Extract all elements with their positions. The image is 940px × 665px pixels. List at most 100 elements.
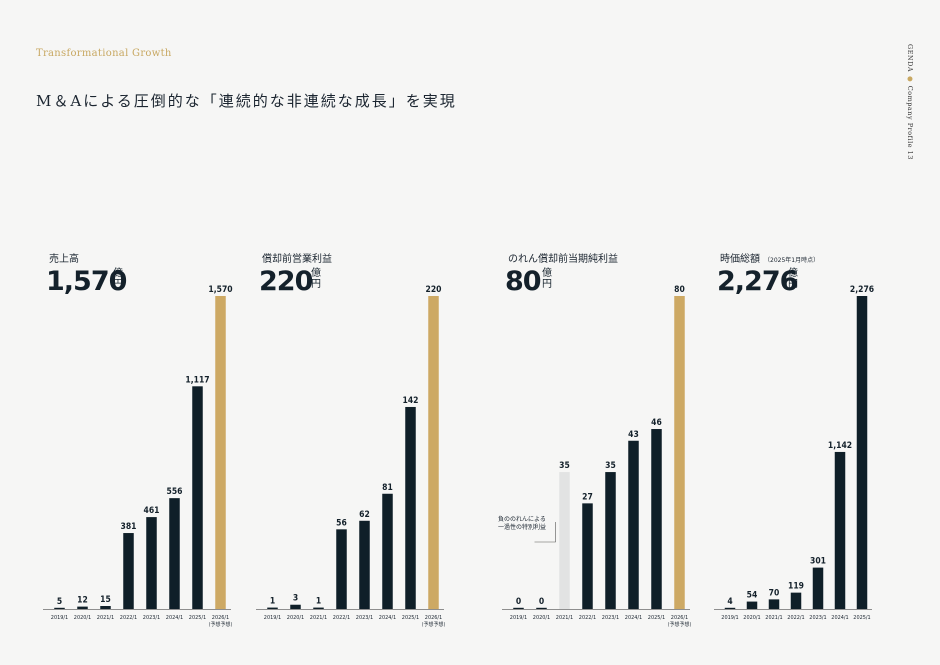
tick-label-2020/1: 2020/1 <box>533 615 550 621</box>
ebitda-panel: 償却前営業利益 220 億 円 1 2019/1 3 2020/1 1 2021/1 56 2… <box>256 246 447 636</box>
data-label-2025/1: 142 <box>403 396 419 406</box>
page-headline: M＆Aによる圧倒的な「連続的な非連続な成長」を実現 <box>36 92 457 110</box>
market-cap-bar-chart: 4 2019/1 54 2020/1 70 2021/1 119 2022/1 301 2023/… <box>714 285 874 621</box>
data-label-2025/1: 46 <box>651 418 662 428</box>
bar-2020/1 <box>290 604 301 609</box>
bar-2020/1 <box>746 601 758 609</box>
bar-2021/1 <box>100 606 111 609</box>
metric-unit: 億 円 <box>542 268 552 290</box>
data-label-2020/1: 12 <box>77 596 88 606</box>
bar-2019/1 <box>267 607 278 609</box>
data-label-2021/1: 1 <box>316 597 321 607</box>
page-number: 13 <box>906 150 914 160</box>
bar-2022/1 <box>790 592 802 609</box>
bar-2020/1 <box>77 606 88 609</box>
bar-2023/1 <box>146 517 157 609</box>
data-label-2024/1: 556 <box>167 487 183 497</box>
tick-label-2022/1: 2022/1 <box>333 615 350 621</box>
data-label-2020/1: 54 <box>747 591 758 601</box>
tick-label-2023/1: 2023/1 <box>602 615 619 621</box>
bar-2026/1 <box>215 296 226 609</box>
metric-big-value: 80 <box>505 266 542 297</box>
bar-2019/1 <box>724 607 736 609</box>
bar-2023/1 <box>359 520 370 609</box>
bar-2025/1 <box>856 296 868 609</box>
data-label-2023/1: 461 <box>144 506 160 516</box>
data-label-2023/1: 301 <box>810 557 826 567</box>
annotation-line-2: 一過性の特別利益 <box>498 524 547 531</box>
tick-label-2026/1: 2026/1 <box>425 615 442 621</box>
tick-label-2023/1: 2023/1 <box>143 615 160 621</box>
bar-2024/1 <box>169 498 180 609</box>
metric-big-value: 2,276 <box>717 266 798 297</box>
market-cap-panel: 時価総額 （2025年1月時点） 2,276 億 円 4 2019/1 54 2020/… <box>714 246 895 636</box>
tick-label-2021/1: 2021/1 <box>310 615 327 621</box>
tick-label-2025/1: 2025/1 <box>402 615 419 621</box>
tick-note-2026/1: (予想予想) <box>422 621 446 628</box>
unit-en: 円 <box>788 279 798 290</box>
ebitda-bar-chart: 1 2019/1 3 2020/1 1 2021/1 56 2022/1 62 2023/1 81 2… <box>256 285 446 628</box>
data-label-2022/1: 56 <box>336 518 347 528</box>
tick-label-2024/1: 2024/1 <box>625 615 642 621</box>
data-label-2019/1: 4 <box>727 597 732 607</box>
bar-2023/1 <box>605 472 616 609</box>
metric-title: 売上高 <box>49 254 79 265</box>
tick-label-2020/1: 2020/1 <box>74 615 91 621</box>
metric-title: 償却前営業利益 <box>262 254 332 265</box>
bar-2022/1 <box>336 529 347 609</box>
side-page-label: GENDA ● Company Profile 13 <box>906 44 914 160</box>
bar-2020/1 <box>536 607 547 609</box>
section-subtitle: Transformational Growth <box>36 48 172 59</box>
bar-2025/1 <box>192 386 203 609</box>
metric-title-row: 時価総額 （2025年1月時点） <box>720 250 819 265</box>
data-label-2026/1: 220 <box>426 285 442 295</box>
bar-2025/1 <box>651 429 662 609</box>
data-label-2024/1: 43 <box>628 430 639 440</box>
tick-label-2025/1: 2025/1 <box>853 615 870 621</box>
unit-en: 円 <box>113 279 123 290</box>
brand-name: GENDA <box>906 44 914 73</box>
bar-2024/1 <box>628 440 639 609</box>
data-label-2020/1: 3 <box>293 594 298 604</box>
metric-big-value: 220 <box>259 266 313 297</box>
tick-label-2020/1: 2020/1 <box>287 615 304 621</box>
data-label-2026/1: 1,570 <box>208 285 232 295</box>
tick-note-2026/1: (予想予想) <box>209 621 233 628</box>
metric-unit: 億 円 <box>311 268 321 290</box>
unit-oku: 億 <box>311 268 321 279</box>
data-label-2021/1: 35 <box>559 461 570 471</box>
data-label-2021/1: 70 <box>769 588 780 598</box>
data-label-2022/1: 119 <box>788 582 804 592</box>
data-label-2020/1: 0 <box>539 597 544 607</box>
tick-label-2019/1: 2019/1 <box>264 615 281 621</box>
tick-label-2023/1: 2023/1 <box>356 615 373 621</box>
data-label-2023/1: 35 <box>605 461 616 471</box>
data-label-2019/1: 5 <box>57 597 62 607</box>
tick-label-2024/1: 2024/1 <box>831 615 848 621</box>
tick-label-2019/1: 2019/1 <box>510 615 527 621</box>
net-income-panel: のれん償却前当期純利益 80 億 円 0 2019/1 0 2020/1 35 2021/… <box>498 246 693 636</box>
tick-label-2024/1: 2024/1 <box>379 615 396 621</box>
bar-2021/1 <box>313 607 324 609</box>
metric-big-value: 1,570 <box>46 266 127 297</box>
bar-2021/1 <box>768 599 780 609</box>
unit-en: 円 <box>542 279 552 290</box>
unit-oku: 億 <box>788 268 798 279</box>
data-label-2025/1: 1,117 <box>185 375 209 385</box>
data-label-2024/1: 1,142 <box>828 441 852 451</box>
tick-label-2021/1: 2021/1 <box>97 615 114 621</box>
bar-2019/1 <box>513 607 524 609</box>
bar-2019/1 <box>54 607 65 609</box>
bar-2024/1 <box>834 451 846 609</box>
data-label-2021/1: 15 <box>100 595 111 605</box>
annotation-connector <box>534 522 556 543</box>
bar-2022/1 <box>582 503 593 609</box>
data-label-2025/1: 2,276 <box>850 285 874 295</box>
net-income-bar-chart: 0 2019/1 0 2020/1 35 2021/1 27 2022/1 35 2023/1 43… <box>502 285 691 628</box>
tick-label-2025/1: 2025/1 <box>648 615 665 621</box>
revenue-panel: 売上高 1,570 億 円 5 2019/1 12 2020/1 15 2021/1 381… <box>43 246 234 636</box>
annotation-line-1: 負ののれんによる <box>498 516 546 523</box>
data-label-2019/1: 0 <box>516 597 521 607</box>
tick-label-2019/1: 2019/1 <box>51 615 68 621</box>
metric-unit: 億 円 <box>113 268 123 290</box>
